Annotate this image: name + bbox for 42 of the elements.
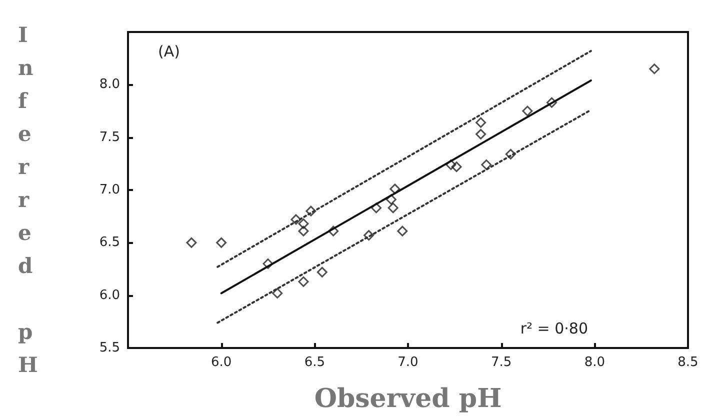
x-tick-label: 8.5: [678, 355, 698, 370]
point: [481, 159, 492, 170]
x-tick-label: 7.0: [398, 355, 418, 370]
point: [371, 202, 382, 214]
y-tick-label: 6.5: [99, 235, 120, 250]
annotation: r² = 0·80: [520, 320, 588, 338]
point: [446, 159, 456, 170]
point: [316, 266, 328, 278]
point: [216, 237, 227, 248]
text: Inferred pH: [18, 22, 38, 377]
point: [262, 258, 274, 269]
x-tick-label: 6.0: [210, 355, 232, 370]
point: [476, 117, 486, 128]
y-tick-label: 5.5: [99, 340, 120, 356]
point: [298, 218, 309, 229]
y-tick-label: 8.0: [99, 77, 120, 92]
point: [272, 288, 283, 298]
x-tick-label: 8.0: [584, 355, 606, 370]
y-tick-label: 7.0: [99, 182, 120, 198]
point: [522, 106, 533, 116]
point: [290, 214, 302, 225]
point: [546, 97, 557, 108]
point: [386, 194, 396, 205]
point: [298, 226, 309, 236]
point: [388, 202, 398, 214]
point: [364, 230, 374, 241]
point: [390, 184, 400, 194]
point: [649, 64, 660, 74]
point: [397, 226, 408, 236]
point: [298, 276, 309, 287]
point: [505, 148, 516, 160]
point: [306, 206, 316, 216]
y-tick-label: 6.0: [99, 288, 120, 303]
y-tick-label: 7.5: [99, 130, 120, 145]
point: [476, 128, 486, 140]
point: [451, 162, 462, 172]
point: [186, 237, 197, 248]
x-tick-label: 7.5: [490, 355, 512, 370]
x-axis-title: Observed pH: [314, 384, 502, 414]
point: [328, 226, 339, 236]
annotation: (A): [158, 42, 180, 60]
x-tick-label: 6.5: [304, 355, 326, 370]
